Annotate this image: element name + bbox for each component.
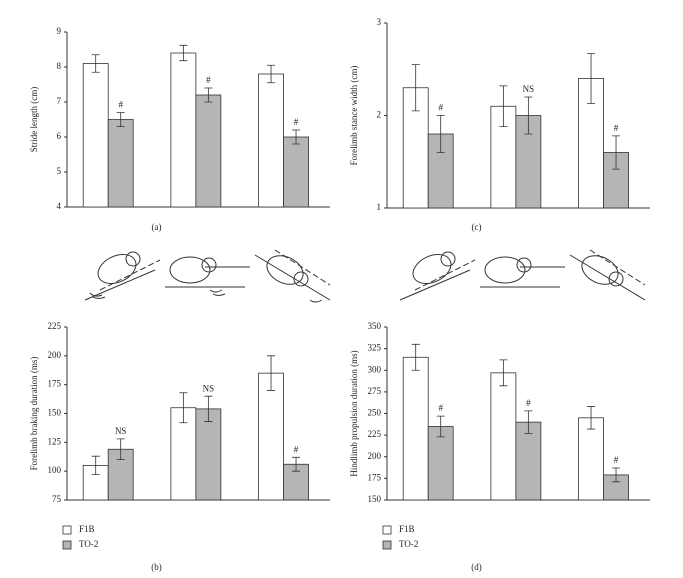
- y-tick-label: 150: [368, 494, 382, 504]
- bar: [515, 421, 542, 501]
- annotation: #: [526, 398, 531, 408]
- y-tick-label: 150: [48, 408, 62, 418]
- y-tick-label: 325: [368, 343, 382, 353]
- bar: [258, 372, 284, 501]
- error-bar: [499, 85, 508, 127]
- hamster-sketch: [399, 251, 476, 301]
- y-tick-label: 5: [57, 166, 62, 176]
- legend-label: F1B: [399, 524, 415, 534]
- annotation: #: [438, 103, 443, 113]
- annotation: #: [294, 117, 299, 127]
- illustrations: [84, 249, 646, 303]
- y-tick-label: 3: [377, 17, 382, 27]
- legend-swatch: [382, 540, 392, 550]
- y-tick-label: 2: [377, 110, 382, 120]
- y-tick-label: 225: [48, 321, 62, 331]
- hamster-sketch: [165, 256, 250, 296]
- bar: [402, 356, 429, 501]
- annotation: NS: [115, 426, 127, 436]
- annotation: #: [118, 100, 123, 110]
- y-tick-label: 125: [48, 436, 62, 446]
- y-tick-label: 275: [368, 386, 382, 396]
- error-bar: [524, 410, 533, 434]
- error-bar: [204, 395, 213, 422]
- error-bar: [587, 406, 596, 430]
- y-tick-label: 8: [57, 61, 62, 71]
- bar: [107, 119, 134, 208]
- error-bar: [91, 455, 100, 476]
- bar: [195, 94, 222, 208]
- error-bar: [499, 359, 508, 387]
- legend-swatch: [62, 540, 72, 550]
- caption: (b): [151, 562, 162, 572]
- y-tick-label: 4: [57, 201, 62, 211]
- annotation: #: [438, 403, 443, 413]
- error-bar: [179, 44, 188, 62]
- error-bar: [612, 135, 621, 170]
- bar: [283, 136, 309, 208]
- bar: [427, 426, 454, 501]
- hamster-sketch: [480, 256, 565, 288]
- error-bar: [292, 456, 301, 472]
- legend-label: F1B: [79, 524, 95, 534]
- error-bar: [436, 415, 445, 438]
- y-axis-label: Forelimb braking duration (ms): [29, 357, 39, 471]
- error-bar: [436, 115, 445, 153]
- y-tick-label: 300: [368, 364, 382, 374]
- annotation: NS: [523, 84, 535, 94]
- y-tick-label: 100: [48, 465, 62, 475]
- error-bar: [116, 112, 125, 127]
- bar: [578, 417, 604, 501]
- y-tick-label: 350: [368, 321, 382, 331]
- y-tick-label: 1: [377, 202, 382, 212]
- error-bar: [204, 87, 213, 103]
- error-bar: [267, 64, 276, 84]
- y-tick-label: 200: [368, 451, 382, 461]
- y-axis-label: Hindlimb propulsion duration (ms): [349, 350, 359, 476]
- bar: [195, 408, 222, 501]
- error-bar: [179, 392, 188, 424]
- y-axis-label: Stride length (cm): [29, 87, 39, 152]
- error-bar: [116, 438, 125, 461]
- annotation: #: [614, 123, 619, 133]
- y-axis-label: Forelimb stance width (cm): [349, 66, 359, 166]
- annotation: #: [614, 455, 619, 465]
- legend-swatch: [382, 525, 392, 535]
- y-tick-label: 75: [52, 494, 62, 504]
- annotation: NS: [203, 383, 215, 393]
- hamster-sketch: [254, 249, 331, 303]
- error-bar: [292, 129, 301, 145]
- y-tick-label: 225: [368, 429, 382, 439]
- caption: (a): [152, 222, 162, 232]
- legend-label: TO-2: [79, 539, 98, 549]
- y-tick-label: 175: [368, 472, 382, 482]
- annotation: #: [206, 75, 211, 85]
- y-tick-label: 7: [57, 96, 62, 106]
- bar: [258, 73, 284, 208]
- bar: [82, 63, 109, 208]
- hamster-sketch: [84, 251, 161, 301]
- annotation: #: [294, 444, 299, 454]
- error-bar: [411, 64, 420, 112]
- legend-label: TO-2: [399, 539, 418, 549]
- y-tick-label: 175: [48, 379, 62, 389]
- error-bar: [587, 53, 596, 104]
- legend-swatch: [62, 525, 72, 535]
- y-tick-label: 250: [368, 408, 382, 418]
- y-tick-label: 9: [57, 26, 62, 36]
- error-bar: [524, 96, 533, 135]
- y-tick-label: 200: [48, 350, 62, 360]
- error-bar: [411, 343, 420, 371]
- bar: [490, 372, 517, 501]
- bar: [170, 52, 197, 208]
- caption: (d): [471, 562, 482, 572]
- error-bar: [267, 355, 276, 391]
- hamster-sketch: [569, 249, 646, 301]
- error-bar: [612, 467, 621, 483]
- y-tick-label: 6: [57, 131, 62, 141]
- error-bar: [91, 54, 100, 73]
- caption: (c): [472, 222, 482, 232]
